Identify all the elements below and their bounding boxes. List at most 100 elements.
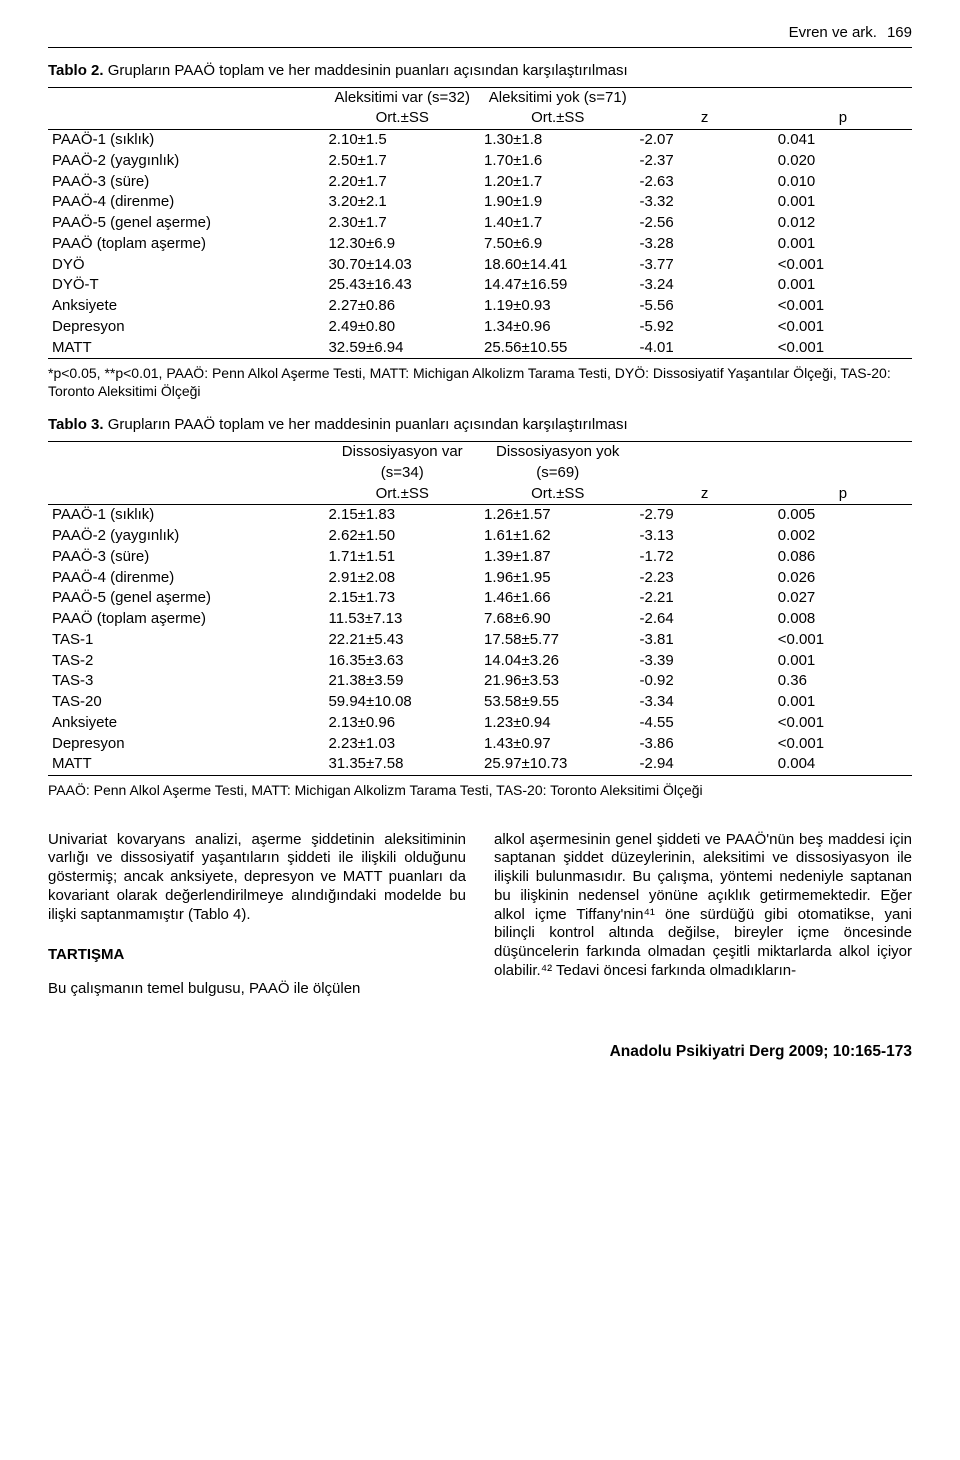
row-colA: 2.13±0.96 xyxy=(324,713,480,734)
row-p: 0.002 xyxy=(774,526,912,547)
row-z: -2.07 xyxy=(636,130,774,151)
table-row: Depresyon2.23±1.031.43±0.97-3.86<0.001 xyxy=(48,734,912,755)
table-row: PAAÖ-1 (sıklık)2.15±1.831.26±1.57-2.790.… xyxy=(48,505,912,526)
row-p: 0.001 xyxy=(774,692,912,713)
row-label: PAAÖ (toplam aşerme) xyxy=(48,234,324,255)
table3-head-colA2: (s=34) xyxy=(324,463,480,484)
row-label: TAS-3 xyxy=(48,671,324,692)
row-label: TAS-1 xyxy=(48,630,324,651)
row-colB: 25.97±10.73 xyxy=(480,754,636,775)
running-head-author: Evren ve ark. xyxy=(789,24,877,43)
row-z: -2.23 xyxy=(636,568,774,589)
table3-head-colB1: Dissosiyasyon yok xyxy=(480,442,636,463)
row-label: PAAÖ-1 (sıklık) xyxy=(48,505,324,526)
row-label: PAAÖ-5 (genel aşerme) xyxy=(48,213,324,234)
row-colB: 14.47±16.59 xyxy=(480,275,636,296)
table2-note: *p<0.05, **p<0.01, PAAÖ: Penn Alkol Aşer… xyxy=(48,365,912,400)
row-z: -2.63 xyxy=(636,172,774,193)
running-head: Evren ve ark. 169 xyxy=(48,24,912,48)
row-colB: 1.96±1.95 xyxy=(480,568,636,589)
row-z: -3.86 xyxy=(636,734,774,755)
row-z: -3.32 xyxy=(636,192,774,213)
row-colA: 16.35±3.63 xyxy=(324,651,480,672)
table3-head-subA: Ort.±SS xyxy=(324,484,480,505)
row-colA: 2.49±0.80 xyxy=(324,317,480,338)
row-colB: 1.46±1.66 xyxy=(480,588,636,609)
row-label: TAS-20 xyxy=(48,692,324,713)
row-colA: 31.35±7.58 xyxy=(324,754,480,775)
row-colA: 32.59±6.94 xyxy=(324,338,480,359)
right-column: alkol aşermesinin genel şiddeti ve PAAÖ'… xyxy=(494,816,912,1014)
row-z: -3.81 xyxy=(636,630,774,651)
table-row: Anksiyete2.13±0.961.23±0.94-4.55<0.001 xyxy=(48,713,912,734)
row-p: 0.041 xyxy=(774,130,912,151)
row-label: PAAÖ-3 (süre) xyxy=(48,172,324,193)
table-row: Depresyon2.49±0.801.34±0.96-5.92<0.001 xyxy=(48,317,912,338)
table-row: PAAÖ-2 (yaygınlık)2.50±1.71.70±1.6-2.370… xyxy=(48,151,912,172)
row-label: PAAÖ (toplam aşerme) xyxy=(48,609,324,630)
row-colA: 30.70±14.03 xyxy=(324,255,480,276)
row-colA: 2.30±1.7 xyxy=(324,213,480,234)
table2-head-colA: Aleksitimi var (s=32) xyxy=(324,88,480,109)
table3-head-z: z xyxy=(636,484,774,505)
row-p: 0.008 xyxy=(774,609,912,630)
row-colB: 1.70±1.6 xyxy=(480,151,636,172)
table-row: TAS-321.38±3.5921.96±3.53-0.920.36 xyxy=(48,671,912,692)
table-row: PAAÖ-5 (genel aşerme)2.30±1.71.40±1.7-2.… xyxy=(48,213,912,234)
row-z: -0.92 xyxy=(636,671,774,692)
table-row: PAAÖ-3 (süre)1.71±1.511.39±1.87-1.720.08… xyxy=(48,547,912,568)
table3-bot-rule xyxy=(48,775,912,776)
table-row: PAAÖ-3 (süre)2.20±1.71.20±1.7-2.630.010 xyxy=(48,172,912,193)
row-p: 0.027 xyxy=(774,588,912,609)
table-row: PAAÖ (toplam aşerme)12.30±6.97.50±6.9-3.… xyxy=(48,234,912,255)
row-colB: 14.04±3.26 xyxy=(480,651,636,672)
table-row: TAS-216.35±3.6314.04±3.26-3.390.001 xyxy=(48,651,912,672)
row-colB: 1.26±1.57 xyxy=(480,505,636,526)
row-label: MATT xyxy=(48,338,324,359)
table3-note: PAAÖ: Penn Alkol Aşerme Testi, MATT: Mic… xyxy=(48,782,912,800)
row-p: 0.005 xyxy=(774,505,912,526)
table-row: MATT32.59±6.9425.56±10.55-4.01<0.001 xyxy=(48,338,912,359)
row-p: <0.001 xyxy=(774,734,912,755)
row-p: 0.010 xyxy=(774,172,912,193)
row-z: -3.24 xyxy=(636,275,774,296)
row-label: Depresyon xyxy=(48,734,324,755)
row-z: -1.72 xyxy=(636,547,774,568)
row-label: MATT xyxy=(48,754,324,775)
row-p: 0.001 xyxy=(774,651,912,672)
row-colA: 12.30±6.9 xyxy=(324,234,480,255)
row-p: 0.001 xyxy=(774,234,912,255)
row-p: 0.36 xyxy=(774,671,912,692)
table-row: PAAÖ-5 (genel aşerme)2.15±1.731.46±1.66-… xyxy=(48,588,912,609)
row-colB: 1.39±1.87 xyxy=(480,547,636,568)
page-number: 169 xyxy=(887,24,912,43)
row-colB: 1.40±1.7 xyxy=(480,213,636,234)
table-row: PAAÖ-4 (direnme)3.20±2.11.90±1.9-3.320.0… xyxy=(48,192,912,213)
row-colA: 2.23±1.03 xyxy=(324,734,480,755)
row-p: <0.001 xyxy=(774,713,912,734)
row-z: -3.13 xyxy=(636,526,774,547)
row-p: <0.001 xyxy=(774,338,912,359)
row-p: 0.020 xyxy=(774,151,912,172)
row-colA: 2.62±1.50 xyxy=(324,526,480,547)
table2-head: Aleksitimi var (s=32) Aleksitimi yok (s=… xyxy=(48,88,912,130)
table3-head-p: p xyxy=(774,484,912,505)
row-z: -3.28 xyxy=(636,234,774,255)
table-row: TAS-122.21±5.4317.58±5.77-3.81<0.001 xyxy=(48,630,912,651)
table-row: TAS-2059.94±10.0853.58±9.55-3.340.001 xyxy=(48,692,912,713)
row-colA: 2.10±1.5 xyxy=(324,130,480,151)
table2-title: Tablo 2. Grupların PAAÖ toplam ve her ma… xyxy=(48,62,912,81)
row-p: 0.001 xyxy=(774,192,912,213)
table2-head-z: z xyxy=(636,108,774,129)
right-paragraph-1: alkol aşermesinin genel şiddeti ve PAAÖ'… xyxy=(494,831,912,981)
table-row: PAAÖ-1 (sıklık)2.10±1.51.30±1.8-2.070.04… xyxy=(48,130,912,151)
row-z: -3.77 xyxy=(636,255,774,276)
row-colA: 2.27±0.86 xyxy=(324,296,480,317)
row-colA: 1.71±1.51 xyxy=(324,547,480,568)
page: Evren ve ark. 169 Tablo 2. Grupların PAA… xyxy=(0,0,960,1460)
row-colB: 1.30±1.8 xyxy=(480,130,636,151)
row-colB: 17.58±5.77 xyxy=(480,630,636,651)
journal-footer: Anadolu Psikiyatri Derg 2009; 10:165-173 xyxy=(48,1042,912,1061)
row-colA: 25.43±16.43 xyxy=(324,275,480,296)
table2-bot-rule xyxy=(48,358,912,359)
